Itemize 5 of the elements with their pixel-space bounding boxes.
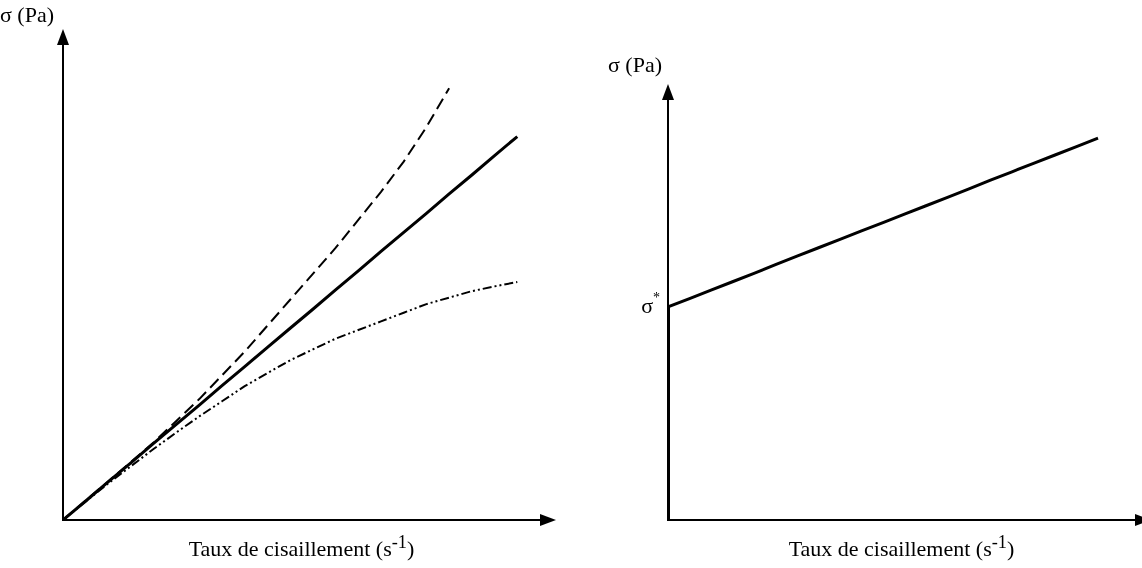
x-axis-title: Taux de cisaillement (s$^{-1}$) — [188, 532, 415, 563]
y-axis-title: σ (Pa) — [608, 52, 663, 78]
x-axis-title: Taux de cisaillement (s$^{-1}$) — [788, 532, 1015, 563]
annotation: σ* — [641, 289, 660, 318]
y-axis-title: σ (Pa) — [0, 2, 55, 28]
